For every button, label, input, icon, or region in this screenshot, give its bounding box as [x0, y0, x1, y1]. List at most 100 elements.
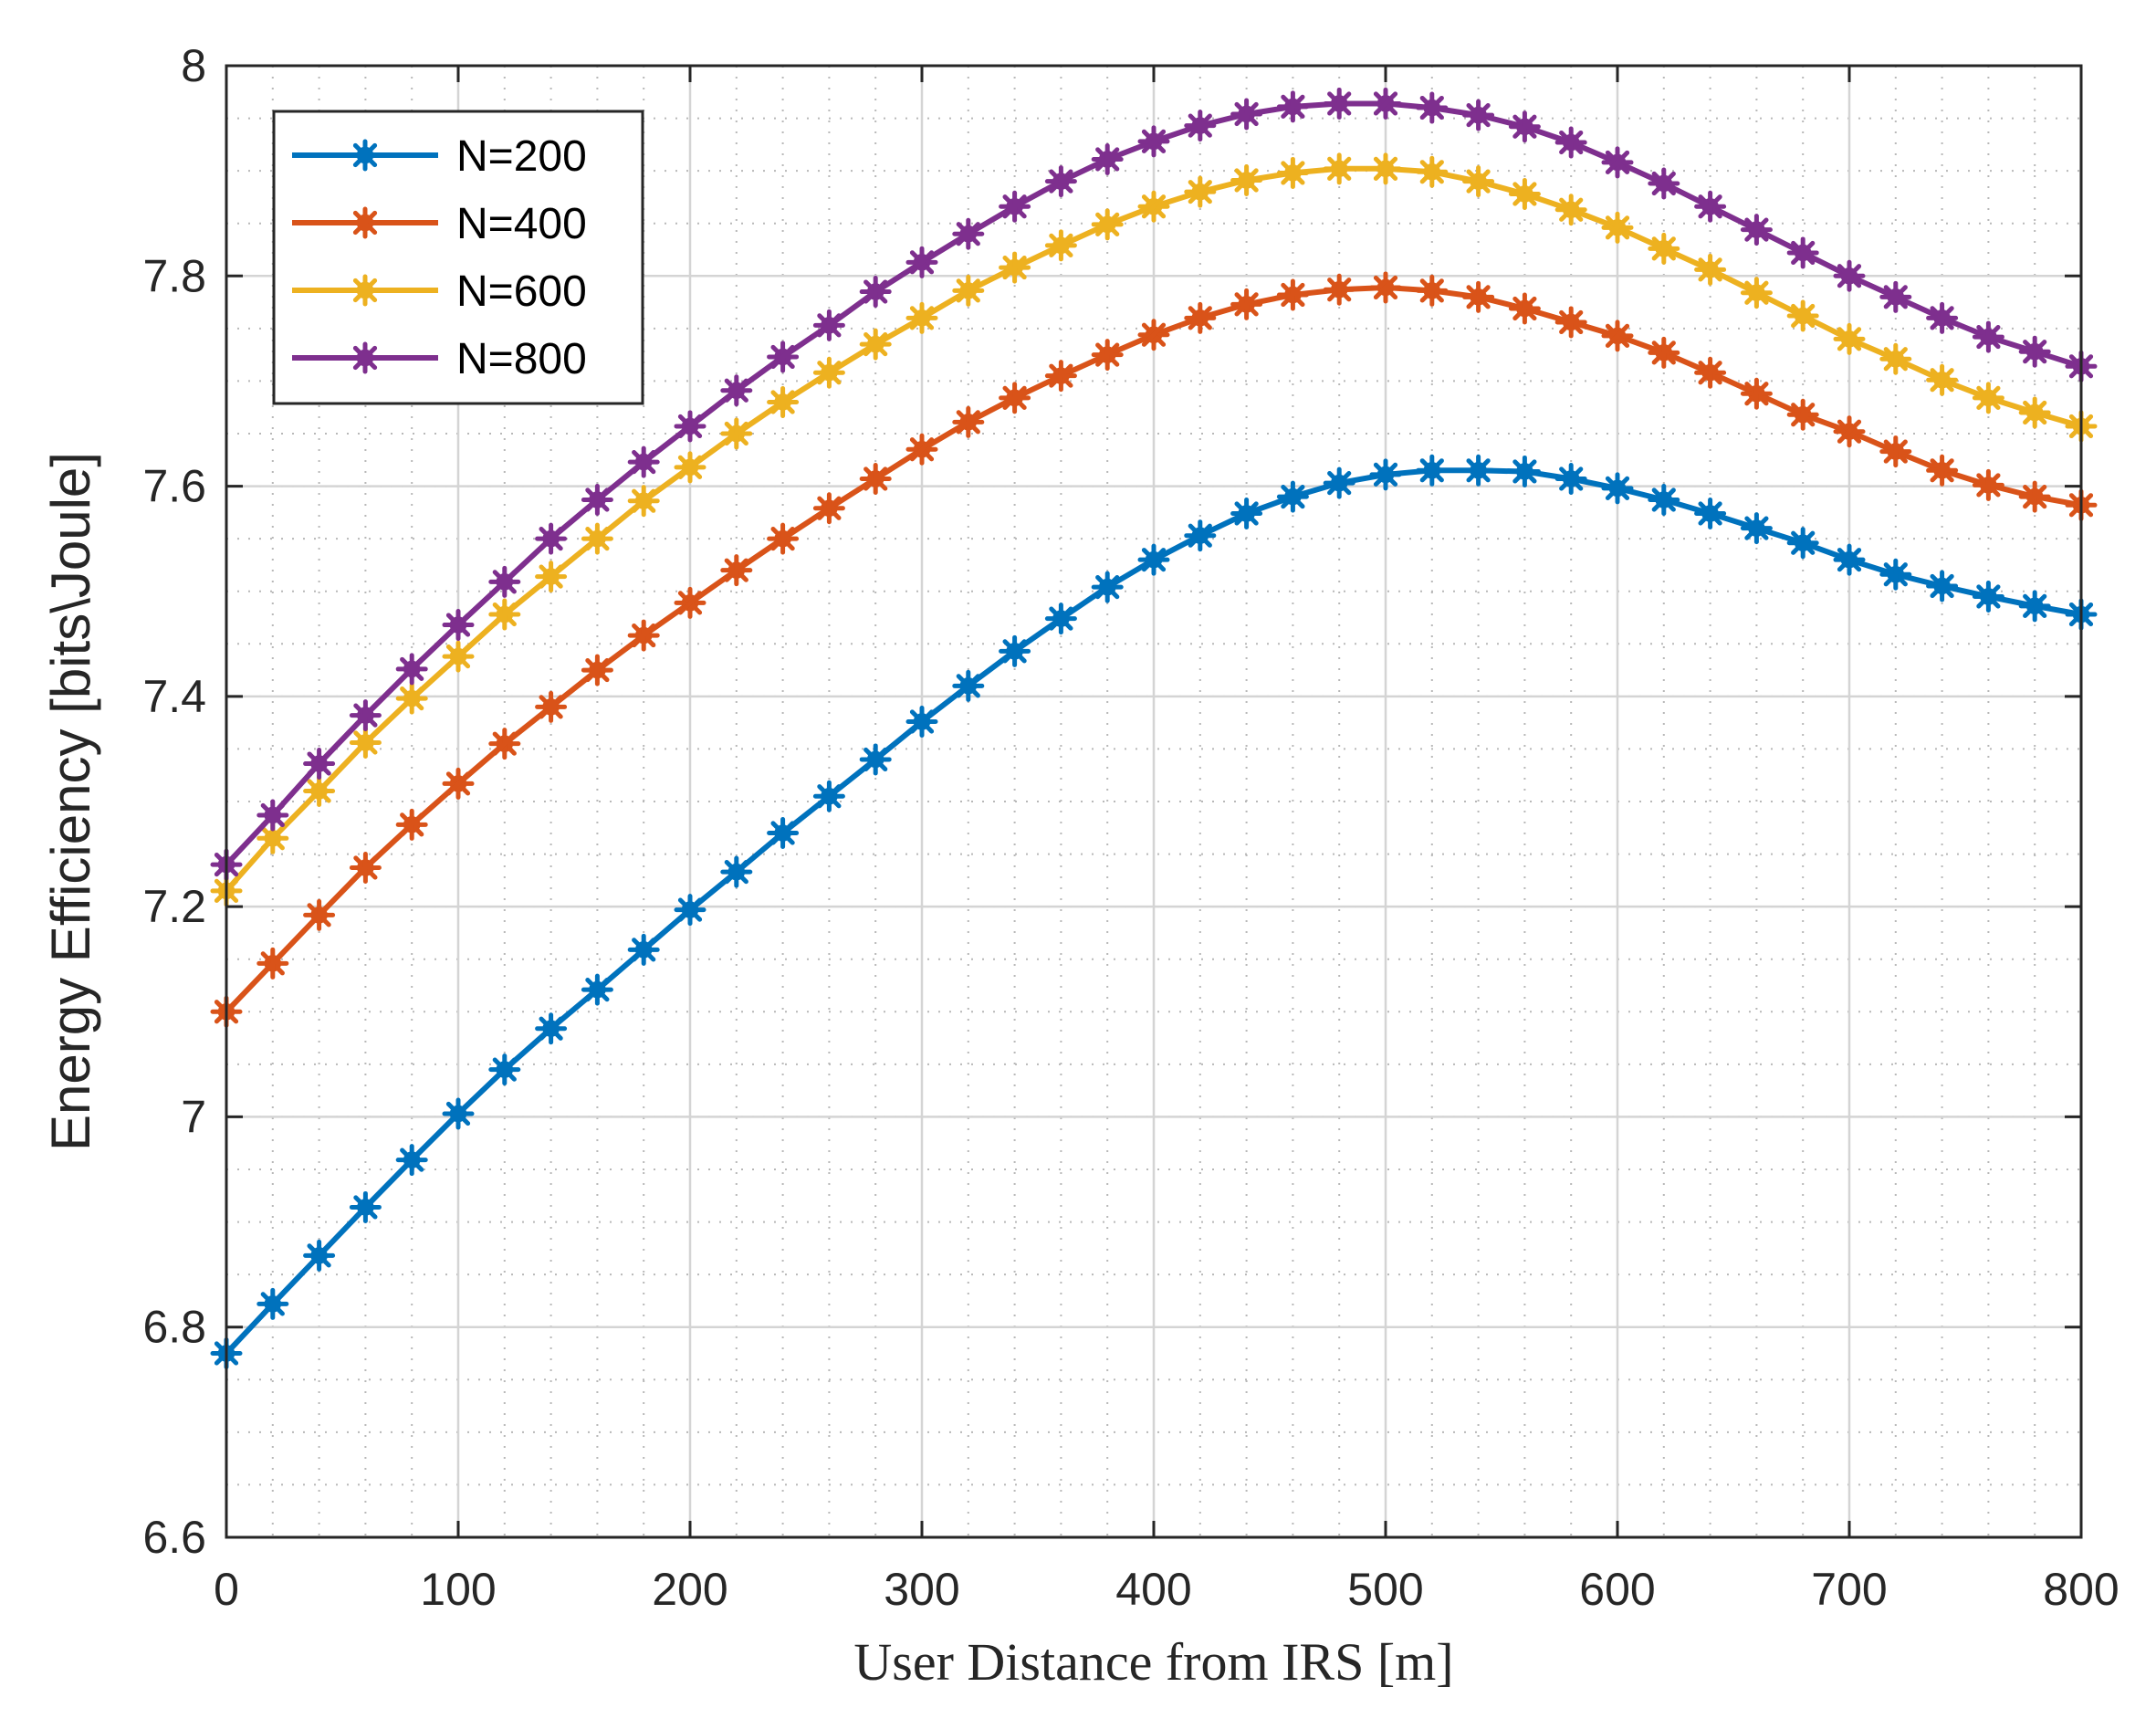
- data-point: [1879, 558, 1912, 591]
- data-point: [395, 653, 428, 686]
- y-tick-label: 7.6: [142, 461, 206, 512]
- data-point: [256, 947, 289, 980]
- data-point: [1416, 274, 1449, 307]
- series-layer: [210, 87, 2098, 1369]
- data-point: [1740, 512, 1773, 545]
- x-axis-label: User Distance from IRS [m]: [853, 1632, 1453, 1692]
- data-point: [1554, 126, 1587, 159]
- data-point: [1972, 580, 2004, 613]
- data-point: [1694, 190, 1727, 223]
- data-point: [1879, 342, 1912, 375]
- x-tick-label: 100: [420, 1564, 496, 1615]
- data-point: [1276, 278, 1309, 311]
- data-point: [674, 894, 706, 927]
- legend-marker: [349, 341, 382, 374]
- data-point: [349, 727, 382, 760]
- data-point: [674, 586, 706, 619]
- data-point: [1416, 155, 1449, 188]
- y-tick-labels: 6.6 6.8 7 7.2 7.4 7.6 7.8 8: [142, 40, 206, 1563]
- data-point: [720, 374, 753, 407]
- y-tick-label: 7: [181, 1091, 206, 1142]
- axis-ticks: [225, 64, 2083, 1539]
- data-point: [1648, 232, 1680, 265]
- data-point: [1554, 306, 1587, 339]
- data-point: [442, 1097, 475, 1130]
- data-point: [952, 274, 985, 307]
- data-point: [303, 1239, 336, 1272]
- data-point: [1137, 543, 1170, 576]
- series-n-200: [210, 454, 2098, 1369]
- data-point: [1184, 519, 1217, 552]
- x-tick-label: 500: [1347, 1564, 1423, 1615]
- data-point: [256, 1287, 289, 1320]
- data-point: [1044, 165, 1077, 198]
- data-point: [1694, 253, 1727, 286]
- data-point: [1601, 211, 1634, 244]
- data-point: [1184, 301, 1217, 334]
- data-point: [1091, 571, 1124, 603]
- data-point: [1879, 435, 1912, 468]
- data-point: [767, 341, 800, 373]
- data-point: [256, 822, 289, 854]
- data-point: [1786, 236, 1819, 269]
- data-point: [1740, 377, 1773, 410]
- data-point: [442, 767, 475, 800]
- y-tick-label: 6.6: [142, 1512, 206, 1563]
- data-point: [952, 217, 985, 250]
- x-tick-label: 600: [1579, 1564, 1655, 1615]
- data-point: [1879, 280, 1912, 313]
- data-point: [812, 780, 845, 812]
- data-point: [395, 682, 428, 715]
- x-tick-label: 0: [214, 1564, 239, 1615]
- x-tick-label: 300: [884, 1564, 959, 1615]
- series-n-400: [210, 271, 2098, 1028]
- data-point: [1462, 454, 1495, 487]
- data-point: [1601, 146, 1634, 179]
- data-point: [1369, 87, 1402, 120]
- data-point: [999, 382, 1031, 414]
- data-point: [859, 276, 892, 309]
- data-point: [1091, 208, 1124, 241]
- data-point: [905, 705, 938, 738]
- legend-entry: N=200: [292, 132, 587, 181]
- data-point: [303, 748, 336, 781]
- data-point: [2018, 335, 2051, 368]
- x-tick-label: 800: [2043, 1564, 2119, 1615]
- data-point: [720, 855, 753, 888]
- data-point: [1508, 110, 1541, 143]
- data-point: [1276, 156, 1309, 189]
- data-point: [581, 654, 613, 686]
- data-point: [488, 1053, 521, 1086]
- data-point: [1323, 466, 1355, 499]
- y-tick-label: 7.4: [142, 671, 206, 722]
- data-point: [1462, 165, 1495, 198]
- data-point: [859, 743, 892, 776]
- data-point: [767, 385, 800, 418]
- data-point: [1184, 110, 1217, 142]
- data-point: [1926, 570, 1959, 603]
- data-point: [488, 598, 521, 631]
- data-point: [1230, 164, 1263, 197]
- data-point: [1833, 415, 1866, 448]
- data-point: [812, 309, 845, 341]
- data-point: [627, 485, 660, 518]
- data-point: [1323, 87, 1355, 120]
- data-point: [1323, 152, 1355, 185]
- data-point: [535, 522, 568, 555]
- x-tick-labels: 0 100 200 300 400 500 600 700 800: [214, 1564, 2119, 1615]
- data-point: [395, 1144, 428, 1177]
- data-point: [1137, 319, 1170, 351]
- data-point: [812, 356, 845, 389]
- data-point: [674, 451, 706, 484]
- data-point: [1230, 498, 1263, 530]
- data-point: [535, 690, 568, 723]
- data-point: [1694, 356, 1727, 389]
- legend-box: [272, 110, 644, 405]
- data-point: [1508, 292, 1541, 325]
- data-point: [905, 433, 938, 466]
- data-point: [999, 251, 1031, 284]
- data-point: [1276, 480, 1309, 513]
- y-tick-label: 7.2: [142, 881, 206, 932]
- legend: N=200 N=400 N=600 N=800: [272, 110, 644, 405]
